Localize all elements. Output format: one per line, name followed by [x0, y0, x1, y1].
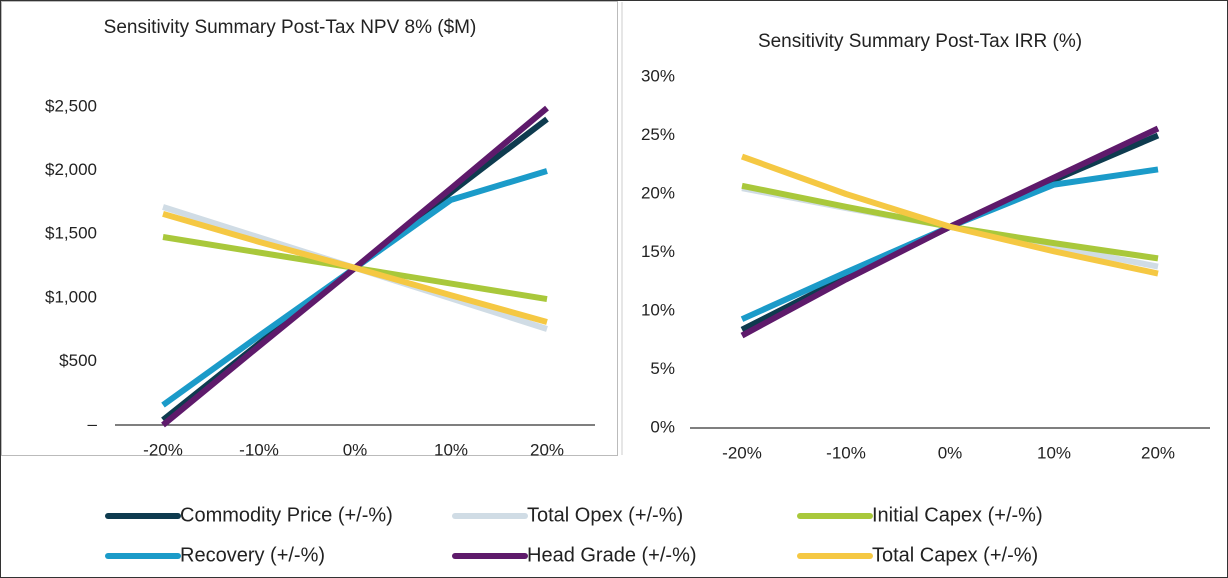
x-tick-label: 0% [938, 443, 963, 462]
y-tick-label: 15% [641, 242, 675, 261]
x-tick-label: 10% [1037, 443, 1071, 462]
x-tick-label: 20% [530, 440, 564, 459]
x-tick-label: 0% [343, 440, 368, 459]
y-tick-label: 25% [641, 125, 675, 144]
x-tick-label: -20% [143, 440, 183, 459]
x-tick-label: -10% [826, 443, 866, 462]
legend-label: Total Opex (+/-%) [527, 504, 683, 526]
x-tick-label: 20% [1141, 443, 1175, 462]
y-tick-label: $1,500 [45, 224, 97, 243]
y-tick-label: $2,500 [45, 96, 97, 115]
series-line [740, 153, 1159, 277]
y-tick-label: 30% [641, 66, 675, 85]
y-tick-label: 10% [641, 300, 675, 319]
legend-label: Head Grade (+/-%) [527, 544, 697, 566]
y-tick-label: – [88, 414, 98, 433]
legend-label: Commodity Price (+/-%) [180, 504, 393, 526]
series-line [740, 125, 1160, 339]
y-tick-label: $500 [59, 351, 97, 370]
y-tick-label: 5% [650, 359, 675, 378]
legend-label: Total Capex (+/-%) [872, 544, 1038, 566]
x-tick-label: -10% [239, 440, 279, 459]
legend-label: Initial Capex (+/-%) [872, 504, 1043, 526]
x-tick-label: 10% [434, 440, 468, 459]
legend-label: Recovery (+/-%) [180, 544, 325, 566]
y-tick-label: $1,000 [45, 287, 97, 306]
series-line [162, 210, 548, 325]
chart-title: Sensitivity Summary Post-Tax NPV 8% ($M) [103, 17, 477, 38]
chart-title: Sensitivity Summary Post-Tax IRR (%) [757, 31, 1083, 52]
series-line [741, 182, 1159, 262]
y-tick-label: 0% [650, 417, 675, 436]
x-tick-label: -20% [722, 443, 762, 462]
panel-border [1, 1, 618, 456]
y-tick-label: $2,000 [45, 160, 97, 179]
y-tick-label: 20% [641, 183, 675, 202]
